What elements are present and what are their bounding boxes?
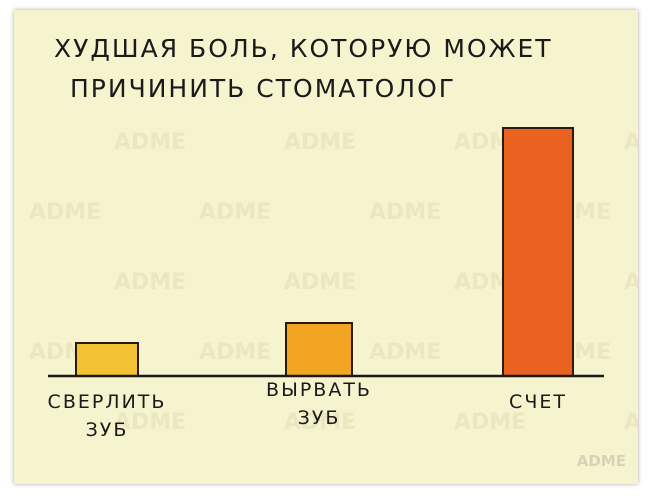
chart: [48, 127, 604, 378]
watermark: ADME: [284, 130, 357, 155]
chart-title: ХУДШАЯ БОЛЬ, КОТОРУЮ МОЖЕТ: [54, 34, 553, 63]
x-tick-label: ВЫРВАТЬ ЗУБ: [266, 379, 372, 429]
bar: [285, 322, 353, 377]
watermark: ADME: [29, 200, 102, 225]
watermark: ADME: [624, 270, 638, 295]
x-tick-label: СВЕРЛИТЬ ЗУБ: [47, 391, 167, 441]
watermark: ADME: [369, 200, 442, 225]
chart-title: ПРИЧИНИТЬ СТОМАТОЛОГ: [70, 74, 457, 103]
watermark: ADME: [199, 340, 272, 365]
watermark: ADME: [624, 410, 638, 435]
watermark: ADME: [284, 410, 357, 435]
logo: ADME: [576, 452, 626, 470]
card: ADME ADME ADME ADME ADME ADME ADME ADME ADME ADME…: [14, 10, 638, 484]
bar: [75, 342, 139, 377]
watermark: ADME: [199, 200, 272, 225]
bar: [502, 127, 574, 377]
watermark: ADME: [369, 340, 442, 365]
watermark: ADME: [284, 270, 357, 295]
watermark: ADME: [114, 130, 187, 155]
watermark: ADME: [114, 410, 187, 435]
x-tick-label: СЧЕТ: [509, 391, 567, 413]
watermark: ADME: [624, 130, 638, 155]
watermark: ADME: [454, 410, 527, 435]
watermark: ADME: [114, 270, 187, 295]
